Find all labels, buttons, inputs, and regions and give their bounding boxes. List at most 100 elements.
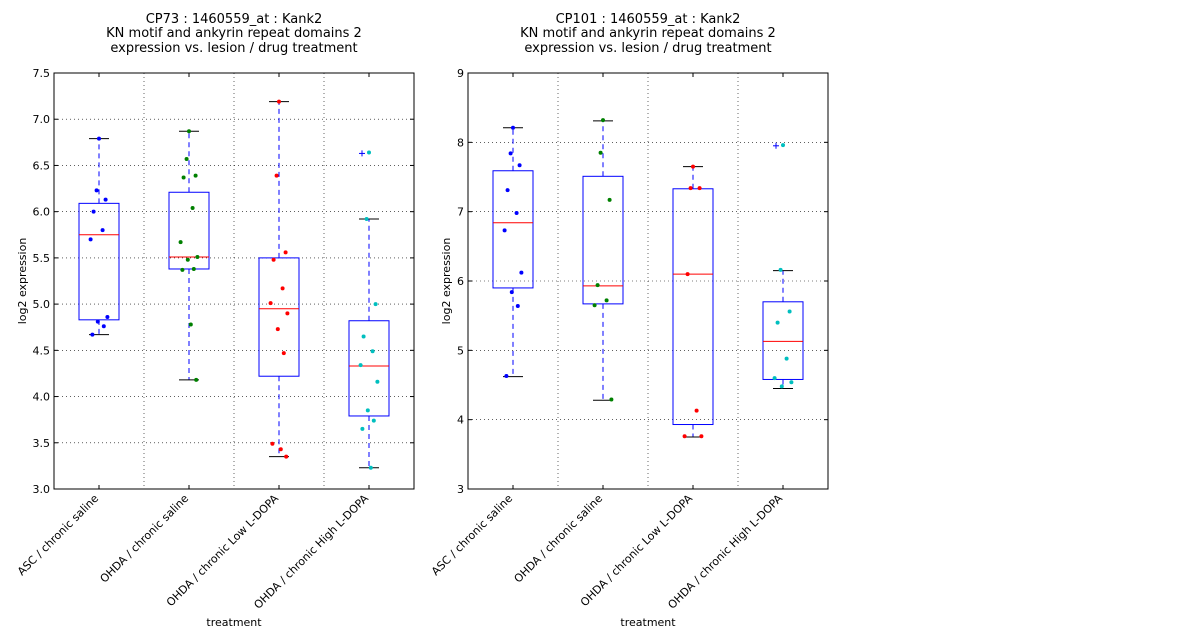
points-2 (268, 99, 290, 459)
data-point (609, 397, 614, 402)
data-point (187, 129, 191, 134)
data-point (97, 136, 101, 141)
data-point (504, 373, 509, 378)
data-point (682, 434, 687, 439)
data-point (185, 257, 190, 262)
data-point (514, 211, 519, 216)
y-tick-label: 4.0 (33, 391, 51, 404)
data-point (607, 197, 612, 202)
data-point (509, 290, 514, 295)
data-point (505, 188, 510, 193)
data-point (193, 173, 198, 178)
y-tick-label: 4.5 (33, 344, 51, 357)
points-0 (502, 125, 524, 378)
y-tick-label: 5 (457, 344, 464, 357)
data-point (515, 303, 520, 308)
data-point (271, 257, 276, 262)
box-iqr (258, 257, 300, 377)
box-0 (492, 127, 534, 378)
data-point (511, 125, 515, 130)
data-point (370, 349, 375, 354)
data-point (781, 143, 785, 148)
y-axis-ticks: 3.0 3.5 4.0 4.5 5.0 5.5 6.0 6.5 7.0 7.5 (33, 67, 414, 496)
box-iqr (672, 188, 714, 426)
box-2 (672, 166, 714, 438)
points-1 (592, 118, 614, 402)
data-point (195, 254, 200, 259)
box-iqr (492, 170, 534, 289)
data-point (519, 270, 524, 275)
box-2 (258, 101, 300, 458)
data-point (181, 175, 186, 180)
data-point (191, 266, 196, 271)
chart-title-line-2: KN motif and ankyrin repeat domains 2 (520, 26, 776, 41)
points-3 (358, 150, 380, 470)
data-point (371, 418, 376, 423)
y-tick-label: 7.5 (33, 67, 51, 80)
box-1 (168, 130, 210, 381)
data-point (697, 186, 702, 191)
data-point (88, 237, 93, 242)
points-3 (772, 143, 794, 389)
x-tick-label: ASC / chronic saline (15, 492, 101, 578)
data-point (285, 311, 290, 316)
data-point (508, 151, 513, 156)
data-point (367, 150, 371, 155)
data-point (360, 426, 365, 431)
points-2 (682, 164, 704, 439)
chart-cp101: CP101 : 1460559_at : Kank2 KN motif and … (429, 12, 829, 629)
y-axis-label: log2 expression (440, 238, 453, 325)
box-iqr (348, 320, 390, 417)
box-3 (348, 150, 390, 469)
data-point (283, 250, 288, 255)
data-point (365, 408, 370, 413)
points-0 (88, 136, 110, 337)
data-point (103, 197, 108, 202)
data-point (194, 377, 199, 382)
y-tick-label: 3.0 (33, 483, 51, 496)
data-point (787, 309, 792, 314)
data-point (178, 240, 183, 245)
plot-frame (467, 72, 829, 490)
grid (468, 72, 828, 490)
chart-title-line-3: expression vs. lesion / drug treatment (524, 41, 771, 56)
box-3 (762, 142, 804, 389)
box-iqr (762, 301, 804, 380)
y-tick-label: 7 (457, 206, 464, 219)
data-point (699, 434, 704, 439)
data-point (368, 465, 373, 470)
chart-title-line-2: KN motif and ankyrin repeat domains 2 (106, 26, 362, 41)
x-tick-label: ASC / chronic saline (429, 492, 515, 578)
data-point (100, 228, 105, 233)
y-tick-label: 3 (457, 483, 464, 496)
data-point (94, 188, 99, 193)
y-tick-label: 3.5 (33, 437, 51, 450)
data-point (592, 303, 597, 308)
data-point (184, 156, 189, 161)
data-point (375, 379, 380, 384)
data-point (694, 408, 699, 413)
data-point (190, 205, 195, 210)
data-point (275, 327, 280, 332)
x-tick-label: OHDA / chronic saline (512, 492, 606, 586)
data-point (90, 332, 95, 337)
data-point (280, 286, 285, 291)
grid (54, 72, 414, 490)
data-point (784, 356, 789, 361)
data-point (517, 163, 522, 168)
data-point (604, 298, 609, 303)
data-point (775, 320, 780, 325)
data-point (268, 301, 273, 306)
chart-title: CP73 : 1460559_at : Kank2 KN motif and a… (106, 12, 362, 56)
x-axis-label: treatment (206, 616, 262, 629)
plot-frame (53, 72, 415, 490)
chart-title-line-1: CP73 : 1460559_at : Kank2 (146, 12, 323, 27)
y-tick-label: 5.0 (33, 298, 51, 311)
data-point (373, 302, 378, 307)
y-tick-label: 6 (457, 275, 464, 288)
chart-cp73: CP73 : 1460559_at : Kank2 KN motif and a… (15, 12, 415, 629)
data-point (601, 118, 605, 123)
